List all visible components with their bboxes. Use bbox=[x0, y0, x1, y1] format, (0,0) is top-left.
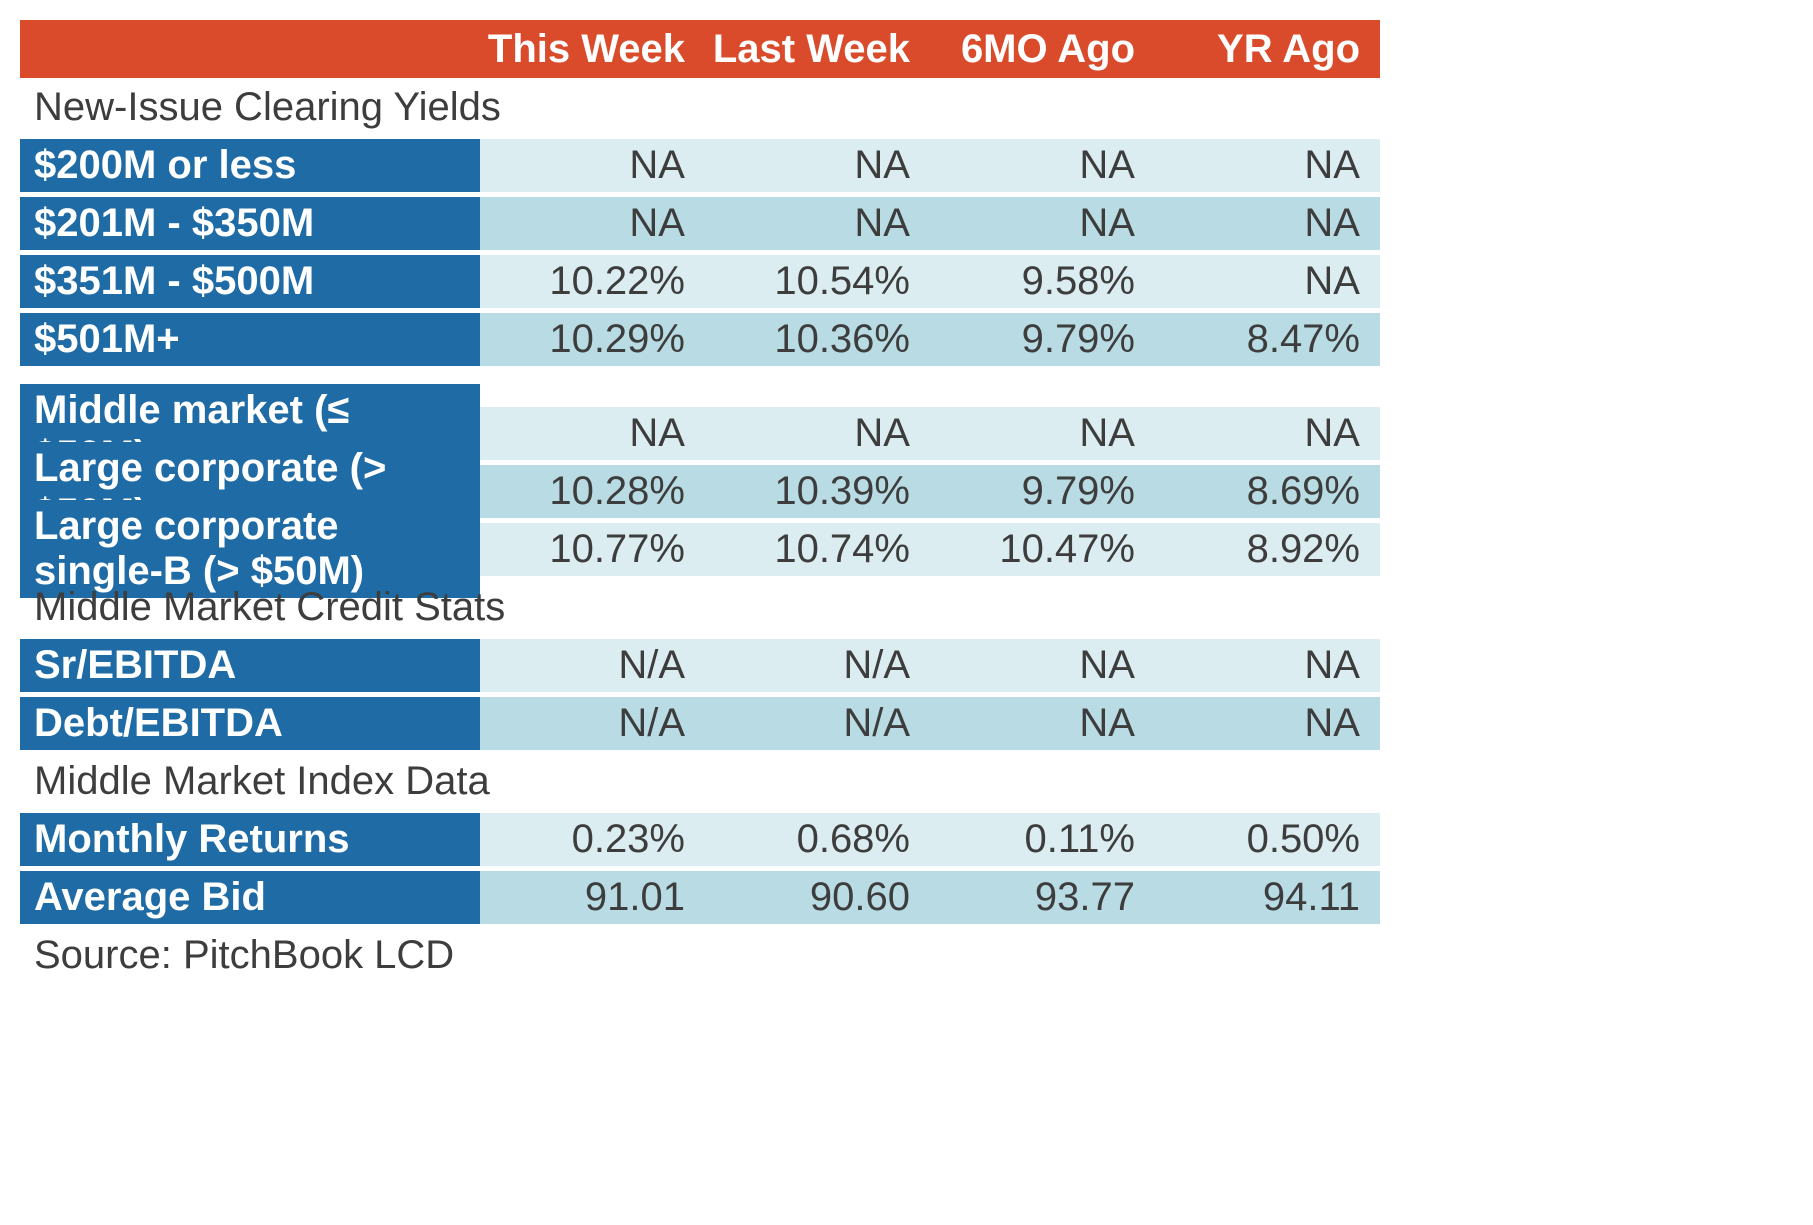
row-value: 8.69% bbox=[1155, 465, 1380, 518]
row-value: N/A bbox=[705, 697, 930, 750]
header-col-1: Last Week bbox=[705, 23, 930, 75]
row-value: NA bbox=[930, 697, 1155, 750]
row-value: 8.47% bbox=[1155, 313, 1380, 366]
row-value: 0.23% bbox=[480, 813, 705, 866]
row-value: N/A bbox=[705, 639, 930, 692]
row-value: 10.77% bbox=[480, 523, 705, 576]
row-value: NA bbox=[705, 197, 930, 250]
header-col-2: 6MO Ago bbox=[930, 23, 1155, 75]
row-value: 93.77 bbox=[930, 871, 1155, 924]
source-row: Source: PitchBook LCD bbox=[20, 926, 1380, 984]
table-row: $501M+10.29%10.36%9.79%8.47% bbox=[20, 310, 1380, 368]
row-value: 9.58% bbox=[930, 255, 1155, 308]
table-row: Monthly Returns0.23%0.68%0.11%0.50% bbox=[20, 810, 1380, 868]
header-col-0: This Week bbox=[480, 23, 705, 75]
section-title: New-Issue Clearing Yields bbox=[20, 81, 1380, 134]
table-row: Sr/EBITDAN/AN/ANANA bbox=[20, 636, 1380, 694]
table-row: $200M or lessNANANANA bbox=[20, 136, 1380, 194]
row-value: NA bbox=[930, 639, 1155, 692]
section-title-row: Middle Market Credit Stats bbox=[20, 578, 1380, 636]
row-value: 10.22% bbox=[480, 255, 705, 308]
row-value: 94.11 bbox=[1155, 871, 1380, 924]
table-row: Large corporate single-B (> $50M)10.77%1… bbox=[20, 520, 1380, 578]
source-text: Source: PitchBook LCD bbox=[20, 929, 1380, 982]
row-label: $501M+ bbox=[20, 313, 480, 366]
header-col-3: YR Ago bbox=[1155, 23, 1380, 75]
row-value: NA bbox=[1155, 197, 1380, 250]
row-value: 9.79% bbox=[930, 313, 1155, 366]
section-title-row: Middle Market Index Data bbox=[20, 752, 1380, 810]
market-data-table: This Week Last Week 6MO Ago YR Ago New-I… bbox=[20, 20, 1380, 984]
row-label: Debt/EBITDA bbox=[20, 697, 480, 750]
section-title-row: New-Issue Clearing Yields bbox=[20, 78, 1380, 136]
row-label: $351M - $500M bbox=[20, 255, 480, 308]
row-value: 9.79% bbox=[930, 465, 1155, 518]
row-value: 10.74% bbox=[705, 523, 930, 576]
row-value: NA bbox=[1155, 697, 1380, 750]
row-value: NA bbox=[705, 407, 930, 460]
row-label: Monthly Returns bbox=[20, 813, 480, 866]
header-label-blank bbox=[20, 45, 480, 53]
row-label: $201M - $350M bbox=[20, 197, 480, 250]
table-row: $201M - $350MNANANANA bbox=[20, 194, 1380, 252]
row-value: 10.39% bbox=[705, 465, 930, 518]
row-value: NA bbox=[1155, 255, 1380, 308]
table-row: Debt/EBITDAN/AN/ANANA bbox=[20, 694, 1380, 752]
table-row: Average Bid91.0190.6093.7794.11 bbox=[20, 868, 1380, 926]
table-body: New-Issue Clearing Yields$200M or lessNA… bbox=[20, 78, 1380, 926]
row-value: 10.28% bbox=[480, 465, 705, 518]
row-label: Average Bid bbox=[20, 871, 480, 924]
row-value: NA bbox=[480, 407, 705, 460]
row-value: NA bbox=[930, 139, 1155, 192]
row-value: 0.68% bbox=[705, 813, 930, 866]
section-title: Middle Market Index Data bbox=[20, 755, 1380, 808]
row-value: 90.60 bbox=[705, 871, 930, 924]
row-value: 10.29% bbox=[480, 313, 705, 366]
row-label: Sr/EBITDA bbox=[20, 639, 480, 692]
row-value: 10.47% bbox=[930, 523, 1155, 576]
row-value: NA bbox=[480, 139, 705, 192]
row-value: NA bbox=[930, 407, 1155, 460]
row-value: NA bbox=[1155, 639, 1380, 692]
row-value: NA bbox=[705, 139, 930, 192]
row-value: NA bbox=[930, 197, 1155, 250]
row-value: NA bbox=[1155, 407, 1380, 460]
row-value: N/A bbox=[480, 639, 705, 692]
row-value: N/A bbox=[480, 697, 705, 750]
row-value: NA bbox=[480, 197, 705, 250]
table-header-row: This Week Last Week 6MO Ago YR Ago bbox=[20, 20, 1380, 78]
row-value: 0.11% bbox=[930, 813, 1155, 866]
row-value: 91.01 bbox=[480, 871, 705, 924]
row-value: 8.92% bbox=[1155, 523, 1380, 576]
row-value: NA bbox=[1155, 139, 1380, 192]
row-value: 10.36% bbox=[705, 313, 930, 366]
section-title: Middle Market Credit Stats bbox=[20, 581, 1380, 634]
table-row: $351M - $500M10.22%10.54%9.58%NA bbox=[20, 252, 1380, 310]
row-label: $200M or less bbox=[20, 139, 480, 192]
row-value: 0.50% bbox=[1155, 813, 1380, 866]
row-value: 10.54% bbox=[705, 255, 930, 308]
